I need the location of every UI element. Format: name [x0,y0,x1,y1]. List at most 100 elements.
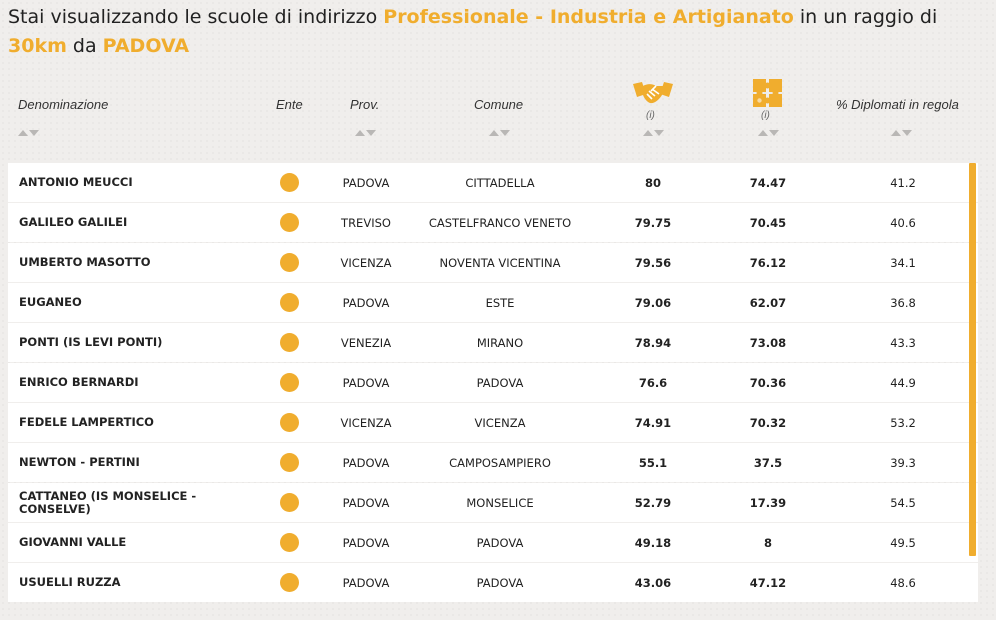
school-name: EUGANEO [19,295,82,309]
table-row[interactable]: GALILEO GALILEI TREVISO CASTELFRANCO VEN… [8,203,978,242]
headline-citta: PADOVA [102,35,190,57]
school-name: GALILEO GALILEI [19,215,128,229]
column-denominazione[interactable]: Denominazione [18,97,109,112]
diplomati-value: 39.3 [890,455,916,470]
col5-value: 78.94 [634,335,672,350]
school-name: ENRICO BERNARDI [19,375,139,389]
column-ente[interactable]: Ente [276,97,303,112]
ente-cell [279,243,299,282]
col5-value: 80 [644,175,661,190]
col5-value: 76.6 [638,375,668,390]
col6-value: 8 [763,535,772,550]
ente-dot-icon [279,493,299,512]
school-name: PONTI (IS LEVI PONTI) [19,335,163,349]
prov-cell: PADOVA [342,455,390,470]
table-row[interactable]: NEWTON - PERTINI PADOVA CAMPOSAMPIERO 55… [8,443,978,482]
diplomati-value: 34.1 [890,255,916,270]
sort-comune-icon[interactable] [489,128,511,138]
comune-cell: CITTADELLA [465,175,535,190]
col6-value: 74.47 [749,175,787,190]
diplomati-value: 49.5 [890,535,916,550]
table-row[interactable]: FEDELE LAMPERTICO VICENZA VICENZA 74.91 … [8,403,978,442]
diplomati-value: 54.5 [890,495,916,510]
table-row[interactable]: EUGANEO PADOVA ESTE 79.06 62.07 36.8 [8,283,978,322]
school-name: NEWTON - PERTINI [19,455,140,469]
prov-cell: PADOVA [342,535,390,550]
table-header: Denominazione Ente Prov. Comune (i) (i) … [0,70,996,160]
col5-value: 79.75 [634,215,672,230]
prov-cell: PADOVA [342,575,390,590]
puzzle-info[interactable]: (i) [761,110,770,121]
table-row[interactable]: UMBERTO MASOTTO VICENZA NOVENTA VICENTIN… [8,243,978,282]
comune-cell: PADOVA [476,535,524,550]
col6-value: 70.36 [749,375,787,390]
diplomati-value: 43.3 [890,335,916,350]
prov-cell: PADOVA [342,495,390,510]
sort-denominazione-icon[interactable] [18,128,40,138]
headline-indirizzo: Professionale - Industria e Artigianato [383,6,794,28]
ente-cell [279,443,299,482]
column-comune[interactable]: Comune [474,97,524,112]
table-row[interactable]: GIOVANNI VALLE PADOVA PADOVA 49.18 8 49.… [8,523,978,562]
col5-value: 79.06 [634,295,672,310]
school-name: CATTANEO (IS MONSELICE - CONSELVE) [19,488,197,516]
col5-value: 43.06 [634,575,672,590]
comune-cell: NOVENTA VICENTINA [439,255,561,270]
col6-value: 17.39 [749,495,787,510]
diplomati-value: 48.6 [890,575,916,590]
ente-cell [279,403,299,442]
diplomati-value: 44.9 [890,375,916,390]
comune-cell: CASTELFRANCO VENETO [428,215,572,230]
headline-text-3: da [66,35,103,57]
sort-col5-icon[interactable] [643,128,665,138]
comune-cell: MONSELICE [466,495,534,510]
col5-value: 52.79 [634,495,672,510]
prov-cell: PADOVA [342,375,390,390]
table-row[interactable]: ANTONIO MEUCCI PADOVA CITTADELLA 80 74.4… [8,163,978,202]
col5-value: 49.18 [634,535,672,550]
col6-value: 70.32 [749,415,787,430]
table-row[interactable]: ENRICO BERNARDI PADOVA PADOVA 76.6 70.36… [8,363,978,402]
col5-value: 55.1 [638,455,668,470]
scrollbar-thumb[interactable] [969,163,976,556]
comune-cell: PADOVA [476,375,524,390]
prov-cell: VENEZIA [340,335,392,350]
ente-dot-icon [279,293,299,312]
diplomati-value: 53.2 [890,415,916,430]
sort-prov-icon[interactable] [355,128,377,138]
prov-cell: VICENZA [340,255,392,270]
comune-cell: CAMPOSAMPIERO [449,455,551,470]
ente-dot-icon [279,453,299,472]
sort-diplomati-icon[interactable] [891,128,913,138]
ente-cell [279,363,299,402]
col6-value: 73.08 [749,335,787,350]
handshake-info[interactable]: (i) [646,110,655,121]
table-row[interactable]: CATTANEO (IS MONSELICE - CONSELVE) PADOV… [8,483,978,522]
column-prov[interactable]: Prov. [350,97,380,112]
table-row[interactable]: USUELLI RUZZA PADOVA PADOVA 43.06 47.12 … [8,563,978,602]
prov-cell: VICENZA [340,415,392,430]
col6-value: 62.07 [749,295,787,310]
ente-dot-icon [279,533,299,552]
ente-cell [279,203,299,242]
headline-text-2: in un raggio di [793,6,938,28]
prov-cell: PADOVA [342,175,390,190]
comune-cell: PADOVA [476,575,524,590]
col6-value: 37.5 [753,455,783,470]
headline-text-1: Stai visualizzando le scuole di indirizz… [8,6,384,28]
ente-dot-icon [279,413,299,432]
column-diplomati[interactable]: % Diplomati in regola [836,97,959,112]
puzzle-icon[interactable] [751,77,785,109]
ente-cell [279,283,299,322]
handshake-icon[interactable] [632,78,674,108]
sort-col6-icon[interactable] [758,128,780,138]
comune-cell: MIRANO [476,335,524,350]
headline-raggio: 30km [8,35,67,57]
ente-dot-icon [279,373,299,392]
school-name: ANTONIO MEUCCI [19,175,133,189]
school-name: USUELLI RUZZA [19,575,121,589]
school-name: FEDELE LAMPERTICO [19,415,154,429]
table-row[interactable]: PONTI (IS LEVI PONTI) VENEZIA MIRANO 78.… [8,323,978,362]
ente-dot-icon [279,333,299,352]
diplomati-value: 41.2 [890,175,916,190]
